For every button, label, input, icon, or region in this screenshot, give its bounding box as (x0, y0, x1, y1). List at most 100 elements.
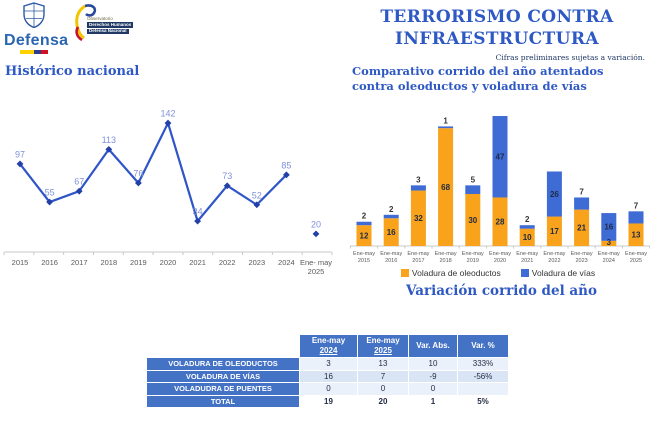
cell-total-var-abs: 1 (409, 395, 457, 407)
svg-text:3: 3 (607, 238, 612, 247)
cell-oleoductos-2024: 3 (300, 358, 357, 370)
observatorio-swoosh-icon (75, 4, 97, 42)
svg-text:2024: 2024 (278, 258, 295, 267)
cell-total-var-pct: 5% (458, 395, 508, 407)
observatorio-line1: Observatorio (87, 16, 113, 21)
svg-text:68: 68 (441, 183, 450, 192)
svg-text:2020: 2020 (160, 258, 177, 267)
svg-text:17: 17 (550, 227, 559, 236)
defensa-crest-icon (23, 2, 45, 29)
header-var-pct: Var. % (458, 335, 508, 357)
page-title-line2: INFRAESTRUCTURA (394, 29, 600, 49)
svg-text:2022: 2022 (219, 258, 236, 267)
svg-text:3: 3 (416, 175, 421, 184)
cell-oleoductos-var-abs: 10 (409, 358, 457, 370)
svg-text:2015: 2015 (12, 258, 29, 267)
svg-text:Ene-may: Ene-may (380, 251, 402, 257)
svg-text:Ene-may: Ene-may (598, 251, 620, 257)
cell-puentes-2025: 0 (358, 383, 408, 395)
comparativo-heading: Comparativo corrido del año atentados co… (352, 64, 604, 93)
svg-text:28: 28 (496, 218, 505, 227)
svg-text:Ene-may: Ene-may (407, 251, 429, 257)
page-title-line1: TERRORISMO CONTRA (380, 7, 614, 27)
page-title: TERRORISMO CONTRA INFRAESTRUCTURA (346, 6, 648, 50)
svg-text:Ene-may: Ene-may (489, 251, 511, 257)
tricolor-bar (20, 50, 48, 54)
table-row-puentes: VOLADUDRA DE PUENTES 0 0 0 (147, 383, 508, 395)
svg-text:2022: 2022 (548, 258, 560, 264)
svg-text:12: 12 (360, 231, 369, 240)
svg-text:32: 32 (414, 214, 423, 223)
svg-text:20: 20 (311, 219, 321, 229)
svg-text:13: 13 (632, 231, 641, 240)
svg-text:Ene-may: Ene-may (625, 251, 647, 257)
svg-text:2021: 2021 (189, 258, 206, 267)
row-label-puentes: VOLADUDRA DE PUENTES (147, 383, 299, 395)
cell-oleoductos-2025: 13 (358, 358, 408, 370)
svg-text:2025: 2025 (630, 258, 642, 264)
observatorio-logo-text: Observatorio Derechos Humanos Defensa Na… (87, 16, 134, 34)
svg-text:Ene-may: Ene-may (543, 251, 565, 257)
observatorio-line3: Defensa Nacional (87, 28, 129, 34)
svg-text:16: 16 (387, 228, 396, 237)
cell-vias-var-abs: -9 (409, 370, 457, 382)
svg-text:85: 85 (281, 160, 291, 170)
observatorio-line2: Derechos Humanos (87, 21, 134, 28)
defensa-logo-text: Defensa (4, 32, 69, 49)
svg-text:2020: 2020 (494, 258, 506, 264)
svg-text:5: 5 (471, 175, 476, 184)
svg-text:73: 73 (222, 171, 232, 181)
cell-vias-2024: 16 (300, 370, 357, 382)
header-var-abs: Var. Abs. (409, 335, 457, 357)
svg-text:Ene- may: Ene- may (300, 258, 332, 267)
legend-item-vias: Voladura de vías (520, 268, 596, 278)
svg-text:30: 30 (468, 216, 477, 225)
svg-text:2017: 2017 (71, 258, 88, 267)
historico-heading: Histórico nacional (5, 64, 140, 79)
cell-oleoductos-var-pct: 333% (458, 358, 508, 370)
svg-text:2021: 2021 (521, 258, 533, 264)
svg-text:2015: 2015 (358, 258, 370, 264)
bar-chart-legend: Voladura de oleoductos Voladura de vías (348, 268, 648, 278)
svg-text:52: 52 (252, 190, 262, 200)
svg-text:16: 16 (604, 223, 613, 232)
svg-text:2023: 2023 (248, 258, 265, 267)
historico-line-chart: 97 55 67 113 76 142 34 73 52 85 20 2015 2016 2017 2018… (3, 109, 333, 274)
svg-text:10: 10 (523, 233, 532, 242)
table-row-total: TOTAL 19 20 1 5% (147, 395, 508, 407)
cell-total-2025: 20 (358, 395, 408, 407)
svg-text:1: 1 (443, 116, 448, 125)
svg-text:2023: 2023 (575, 258, 587, 264)
svg-text:67: 67 (74, 177, 84, 187)
svg-text:2018: 2018 (439, 258, 451, 264)
header-empty (147, 335, 299, 357)
svg-text:2024: 2024 (603, 258, 615, 264)
svg-text:2016: 2016 (41, 258, 58, 267)
header-ene-may-2024: Ene-may 2024 (300, 335, 357, 357)
table-row-vias: VOLADURA DE VÍAS 16 7 -9 -56% (147, 370, 508, 382)
legend-label-oleoductos: Voladura de oleoductos (411, 268, 501, 278)
svg-text:2019: 2019 (467, 258, 479, 264)
svg-text:142: 142 (160, 109, 175, 119)
legend-swatch-vias (520, 269, 529, 277)
svg-text:Ene-may: Ene-may (435, 251, 457, 257)
row-label-total: TOTAL (147, 395, 299, 407)
cell-vias-2025: 7 (358, 370, 408, 382)
variacion-table: Ene-may 2024 Ene-may 2025 Var. Abs. Var.… (146, 334, 509, 408)
svg-text:113: 113 (102, 135, 116, 145)
comparativo-stacked-bar-chart: 122Ene-may2015162Ene-may2016323Ene-may20… (349, 116, 650, 264)
svg-text:34: 34 (193, 207, 203, 217)
table-header-row: Ene-may 2024 Ene-may 2025 Var. Abs. Var.… (147, 335, 508, 357)
svg-text:2017: 2017 (412, 258, 424, 264)
svg-text:47: 47 (496, 153, 505, 162)
svg-text:2018: 2018 (100, 258, 117, 267)
svg-text:Ene-may: Ene-may (462, 251, 484, 257)
row-label-vias: VOLADURA DE VÍAS (147, 370, 299, 382)
svg-text:Ene-may: Ene-may (516, 251, 538, 257)
table-row-oleoductos: VOLADURA DE OLEODUCTOS 3 13 10 333% (147, 358, 508, 370)
header-ene-may-2025: Ene-may 2025 (358, 335, 408, 357)
legend-item-oleoductos: Voladura de oleoductos (400, 268, 501, 278)
legend-label-vias: Voladura de vías (531, 268, 596, 278)
svg-text:Ene-may: Ene-may (571, 251, 593, 257)
svg-text:7: 7 (579, 187, 584, 196)
